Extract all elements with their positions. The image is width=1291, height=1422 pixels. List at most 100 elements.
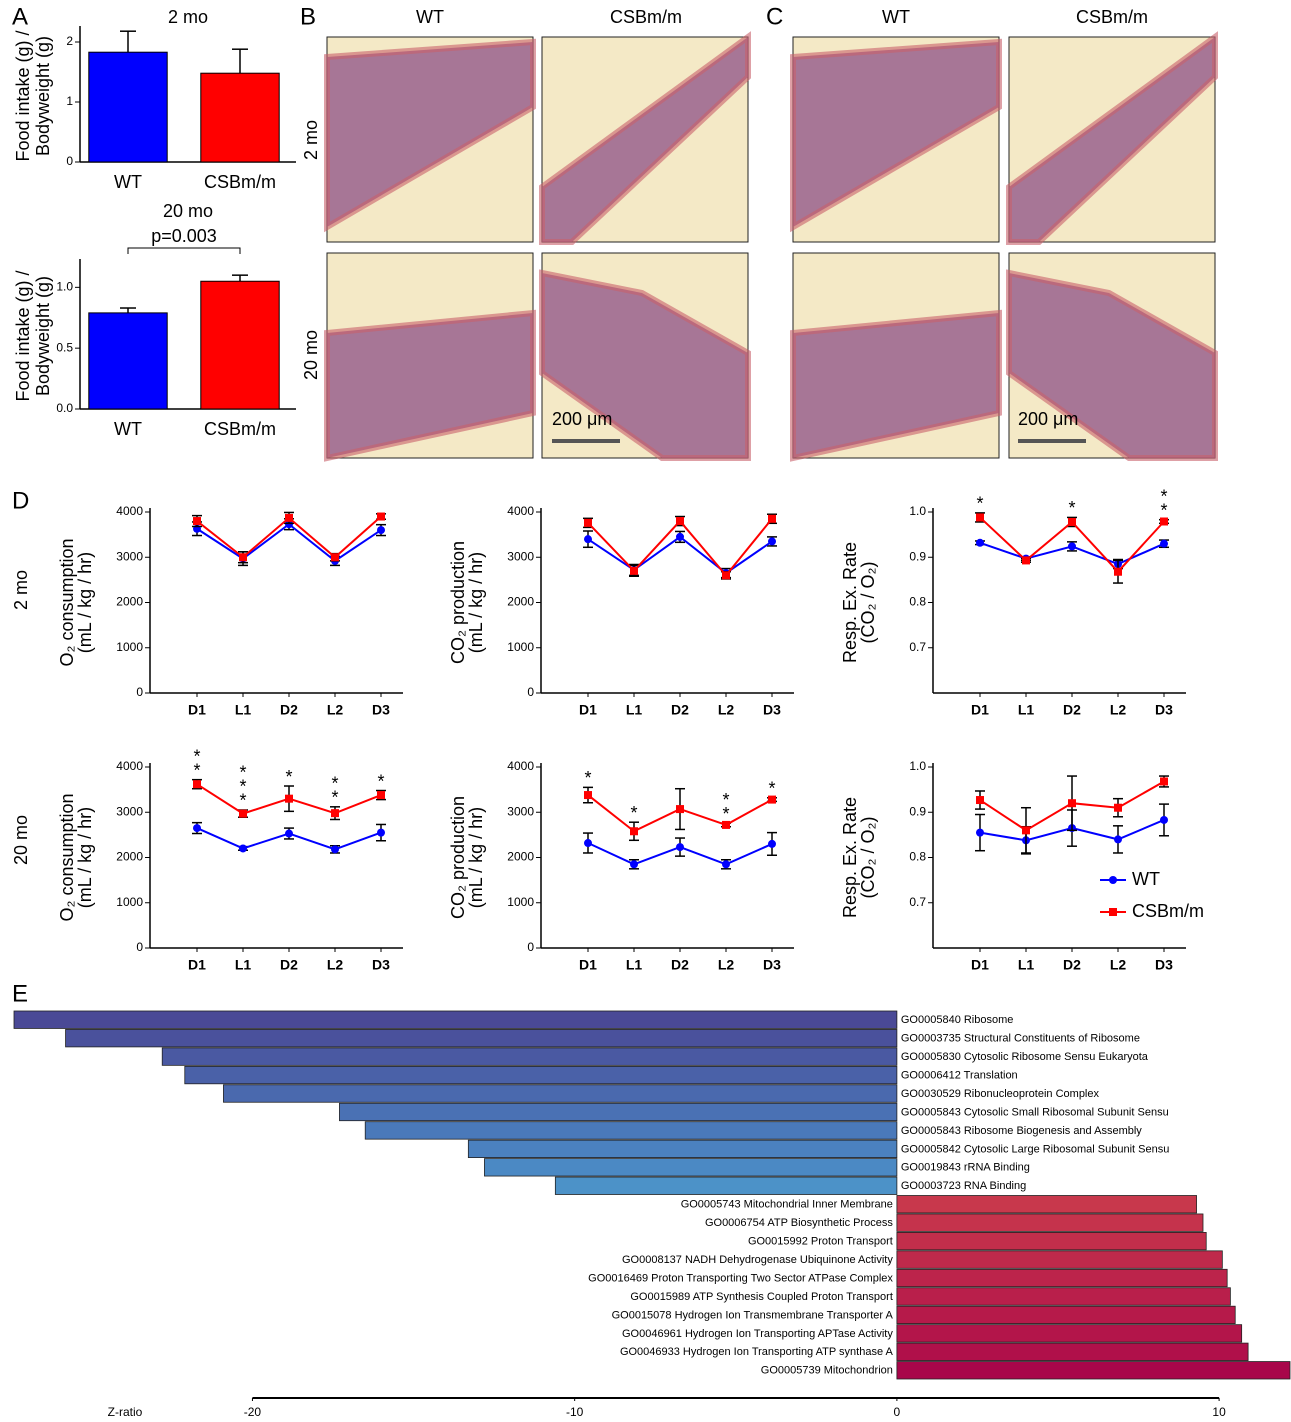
bar — [200, 72, 280, 163]
marker — [193, 517, 201, 526]
y-axis-label: (mL / kg / hr) — [75, 807, 95, 908]
y-tick-label: 3000 — [507, 549, 534, 563]
category-label: GO0015078 Hydrogen Ion Transmembrane Tra… — [612, 1309, 894, 1321]
x-tick-label: D1 — [971, 957, 989, 973]
marker — [1022, 556, 1030, 565]
significance-star: * — [239, 763, 246, 783]
row-label: 20 mo — [11, 815, 31, 865]
tissue — [542, 273, 748, 458]
scale-label: 200 μm — [1018, 409, 1078, 429]
y-tick-label: 4000 — [507, 504, 534, 518]
marker — [976, 796, 984, 805]
tissue-edge — [539, 269, 751, 461]
x-tick-label: -10 — [566, 1405, 584, 1419]
y-tick-label: 1.0 — [909, 504, 926, 518]
bar — [896, 1305, 1236, 1325]
x-tick-label: D3 — [1155, 702, 1173, 718]
significance-star: * — [193, 746, 200, 766]
x-tick-label: 0 — [894, 1405, 901, 1419]
x-tick-label: CSBm/m — [204, 419, 276, 439]
bar — [484, 1158, 898, 1177]
x-tick-label: D3 — [1155, 957, 1173, 973]
x-tick-label: L2 — [327, 957, 344, 973]
x-tick-label: L2 — [718, 957, 735, 973]
significance-bracket — [127, 247, 241, 254]
y-tick-label: 2000 — [507, 595, 534, 609]
y-axis-label: O₂ consumption — [57, 538, 77, 666]
x-tick-label: L1 — [626, 957, 643, 973]
marker — [584, 839, 592, 848]
bar — [200, 280, 280, 410]
legend-marker — [1109, 876, 1117, 884]
marker — [1114, 835, 1122, 844]
category-label: GO0005840 Ribosome — [901, 1014, 1014, 1026]
bar — [896, 1232, 1207, 1251]
y-tick-label: 0.5 — [56, 340, 73, 354]
row-label: 20 mo — [301, 330, 321, 380]
y-axis-label: Food intake (g) / — [13, 270, 33, 401]
significance-star: * — [285, 767, 292, 787]
category-label: GO0005843 Cytosolic Small Ribosomal Subu… — [901, 1106, 1169, 1118]
marker — [676, 532, 684, 541]
x-tick-label: D1 — [188, 957, 206, 973]
bar — [896, 1195, 1197, 1214]
category-label: GO0005843 Ribosome Biogenesis and Assemb… — [901, 1125, 1142, 1137]
marker — [377, 791, 385, 800]
bar — [161, 1047, 898, 1066]
marker — [584, 518, 592, 527]
marker — [239, 844, 247, 853]
y-tick-label: 3000 — [507, 804, 534, 818]
x-tick-label: L1 — [1018, 957, 1035, 973]
x-tick-label: L1 — [235, 957, 252, 973]
y-tick-label: 4000 — [507, 759, 534, 773]
panel-label: E — [12, 980, 28, 1007]
series-line — [587, 518, 773, 577]
x-tick-label: WT — [114, 419, 142, 439]
y-tick-label: 2000 — [116, 850, 143, 864]
y-axis-label: O₂ consumption — [57, 793, 77, 921]
category-label: GO0005842 Cytosolic Large Ribosomal Subu… — [901, 1143, 1169, 1155]
significance-star: * — [239, 791, 246, 811]
y-axis-label: Bodyweight (g) — [33, 36, 53, 156]
category-label: GO0005739 Mitochondrion — [761, 1365, 893, 1377]
x-tick-label: D2 — [1063, 702, 1081, 718]
marker — [331, 845, 339, 854]
x-tick-label: L2 — [327, 702, 344, 718]
x-tick-label: CSBm/m — [204, 172, 276, 192]
category-label: GO0003735 Structural Constituents of Rib… — [901, 1033, 1140, 1045]
x-tick-label: L2 — [1110, 702, 1127, 718]
marker — [1114, 803, 1122, 812]
bar — [896, 1213, 1204, 1232]
tissue — [793, 42, 999, 227]
panel-label: D — [12, 487, 29, 514]
y-tick-label: 0.7 — [909, 895, 926, 909]
marker — [584, 535, 592, 544]
y-tick-label: 0 — [66, 154, 73, 168]
column-label: WT — [882, 7, 910, 27]
bar — [88, 51, 168, 163]
significance-star: * — [1160, 486, 1167, 506]
category-label: GO0019843 rRNA Binding — [901, 1162, 1030, 1174]
marker — [239, 809, 247, 818]
x-tick-label: D2 — [671, 702, 689, 718]
chart-title: 20 mo — [163, 201, 213, 221]
y-axis-label: Resp. Ex. Rate — [840, 542, 860, 663]
category-label: GO0046961 Hydrogen Ion Transporting APTa… — [622, 1328, 893, 1340]
y-tick-label: 1000 — [507, 640, 534, 654]
y-tick-label: 2 — [66, 34, 73, 48]
significance-star: * — [193, 760, 200, 780]
x-tick-label: L1 — [1018, 702, 1035, 718]
y-tick-label: 1000 — [116, 895, 143, 909]
marker — [331, 809, 339, 818]
tissue-edge — [1006, 31, 1218, 245]
significance-star: * — [768, 779, 775, 799]
bar — [554, 1176, 898, 1195]
bar — [896, 1361, 1291, 1380]
row-label: 2 mo — [11, 570, 31, 610]
marker — [1160, 517, 1168, 526]
x-tick-label: D3 — [763, 702, 781, 718]
legend-marker — [1109, 908, 1117, 916]
legend-label: CSBm/m — [1132, 901, 1204, 921]
x-tick-label: D1 — [188, 702, 206, 718]
